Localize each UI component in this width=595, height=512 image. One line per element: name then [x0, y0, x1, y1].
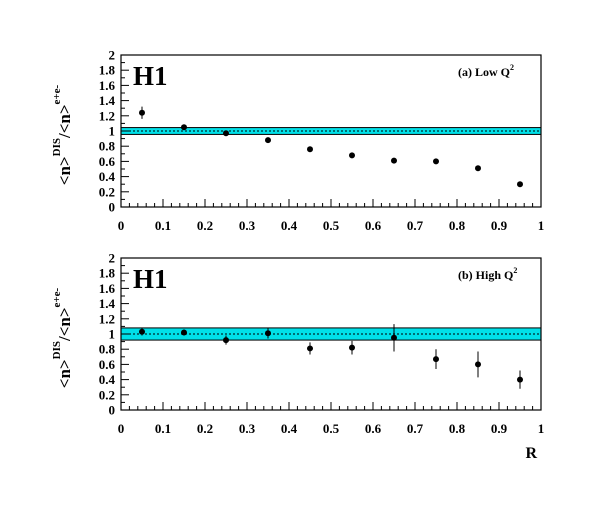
- data-point: [391, 157, 397, 164]
- data-point: [139, 328, 145, 335]
- y-axis-label-main: <n>: [55, 359, 74, 388]
- y-axis-label-main: <n>: [55, 156, 74, 185]
- x-tick-label: 1: [538, 421, 545, 436]
- y-tick-label: 0.2: [99, 184, 115, 199]
- x-tick-label: 0.8: [449, 421, 466, 436]
- x-tick-label: 0.7: [407, 218, 424, 233]
- data-point: [349, 344, 355, 351]
- data-point: [139, 109, 145, 116]
- data-point: [517, 181, 523, 188]
- x-tick-label: 0.1: [155, 218, 171, 233]
- x-tick-label: 0.1: [155, 421, 171, 436]
- y-tick-label: 2: [109, 251, 116, 266]
- y-tick-label: 0.6: [99, 357, 116, 372]
- x-tick-label: 0.5: [323, 218, 340, 233]
- x-tick-label: 0.9: [491, 421, 508, 436]
- panel-label-sup: 2: [510, 63, 514, 72]
- panel-label-text: (a) Low Q: [458, 65, 510, 79]
- y-tick-label: 0.8: [99, 342, 116, 357]
- y-tick-label: 1: [109, 327, 116, 342]
- x-tick-label: 0: [118, 421, 125, 436]
- x-tick-label: 0.7: [407, 421, 424, 436]
- y-axis-label-sup1: DIS: [51, 138, 63, 156]
- data-point: [265, 137, 271, 144]
- y-tick-label: 0.6: [99, 154, 116, 169]
- data-point: [391, 334, 397, 341]
- x-tick-label: 0.8: [449, 218, 466, 233]
- h1-logo: H1: [133, 264, 168, 294]
- data-point: [265, 330, 271, 337]
- y-tick-label: 0.4: [99, 169, 116, 184]
- panel-a: 0 0.1 0.2 0.3 0.4 0.5 0.6 0.7 0.8 0.9 100.20.40.60…: [51, 48, 544, 234]
- y-tick-label: 1.4: [99, 93, 116, 108]
- data-point: [517, 376, 523, 383]
- y-tick-label: 0: [109, 200, 116, 215]
- y-axis-label-mid: /<n>: [55, 104, 74, 139]
- y-tick-label: 0: [109, 403, 116, 418]
- data-point: [181, 329, 187, 336]
- data-point: [307, 146, 313, 153]
- panel-label: (b) High Q2: [458, 266, 517, 282]
- data-point: [433, 158, 439, 165]
- panel-label-sup: 2: [513, 266, 517, 275]
- x-tick-label: 0.4: [281, 421, 298, 436]
- data-point: [349, 152, 355, 159]
- y-tick-label: 1.6: [99, 78, 116, 93]
- x-tick-label: 0.9: [491, 218, 508, 233]
- x-tick-label: 0.3: [239, 421, 256, 436]
- x-tick-label: 1: [538, 218, 545, 233]
- x-tick-label: 0.4: [281, 218, 298, 233]
- data-point: [433, 356, 439, 363]
- x-tick-label: 0.2: [197, 218, 213, 233]
- y-tick-label: 1.6: [99, 281, 116, 296]
- y-axis-label: <n>DIS/<n>e+e-: [51, 84, 74, 185]
- y-axis-label: <n>DIS/<n>e+e-: [51, 287, 74, 388]
- y-axis-label-mid: /<n>: [55, 307, 74, 342]
- data-point: [307, 345, 313, 352]
- x-tick-label: 0.3: [239, 218, 256, 233]
- y-tick-label: 1.8: [99, 63, 116, 78]
- y-tick-label: 1.2: [99, 311, 115, 326]
- data-point: [223, 130, 229, 137]
- data-point: [475, 361, 481, 368]
- panel-label: (a) Low Q2: [458, 63, 514, 79]
- y-tick-label: 0.4: [99, 372, 116, 387]
- data-point: [181, 124, 187, 131]
- panel-b: 0 0.1 0.2 0.3 0.4 0.5 0.6 0.7 0.8 0.9 100.20.40.60…: [51, 251, 544, 463]
- x-tick-label: 0.5: [323, 421, 340, 436]
- h1-logo: H1: [133, 61, 168, 91]
- x-tick-label: 0.6: [365, 218, 382, 233]
- x-tick-label: 0.2: [197, 421, 213, 436]
- y-tick-label: 1.2: [99, 108, 115, 123]
- y-tick-label: 1.8: [99, 266, 116, 281]
- y-axis-label-sup2: e+e-: [51, 287, 63, 307]
- panel-label-text: (b) High Q: [458, 268, 513, 282]
- data-point: [475, 165, 481, 172]
- y-tick-label: 1.4: [99, 296, 116, 311]
- data-point: [223, 337, 229, 344]
- y-tick-label: 2: [109, 48, 116, 63]
- x-tick-label: 0.6: [365, 421, 382, 436]
- x-axis-label: R: [525, 445, 537, 462]
- y-tick-label: 1: [109, 124, 116, 139]
- y-axis-label-sup2: e+e-: [51, 84, 63, 104]
- x-tick-label: 0: [118, 218, 125, 233]
- y-tick-label: 0.8: [99, 139, 116, 154]
- y-axis-label-sup1: DIS: [51, 341, 63, 359]
- y-tick-label: 0.2: [99, 387, 115, 402]
